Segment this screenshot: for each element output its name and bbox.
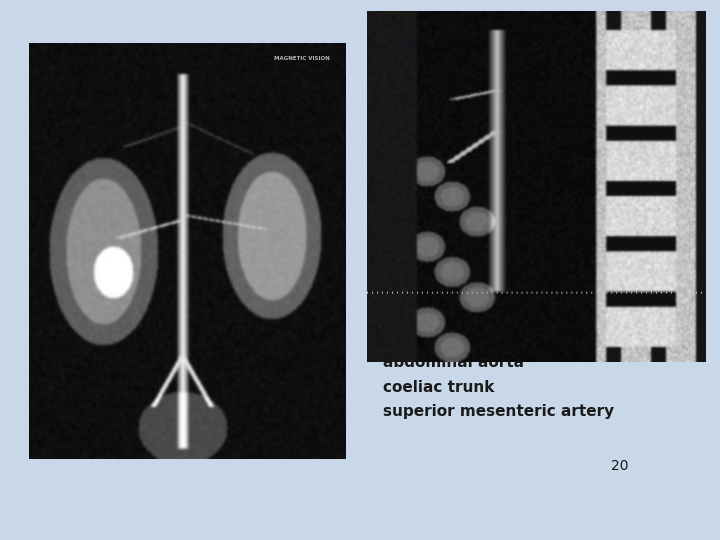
Text: abdominal aorta: abdominal aorta — [126, 428, 280, 446]
Text: 20: 20 — [611, 459, 629, 473]
Text: MAGNETIC VISION: MAGNETIC VISION — [274, 56, 330, 60]
Text: coeliac trunk: coeliac trunk — [383, 380, 495, 395]
Text: abdominal aorta: abdominal aorta — [383, 355, 524, 369]
Text: superior mesenteric artery: superior mesenteric artery — [383, 404, 614, 420]
